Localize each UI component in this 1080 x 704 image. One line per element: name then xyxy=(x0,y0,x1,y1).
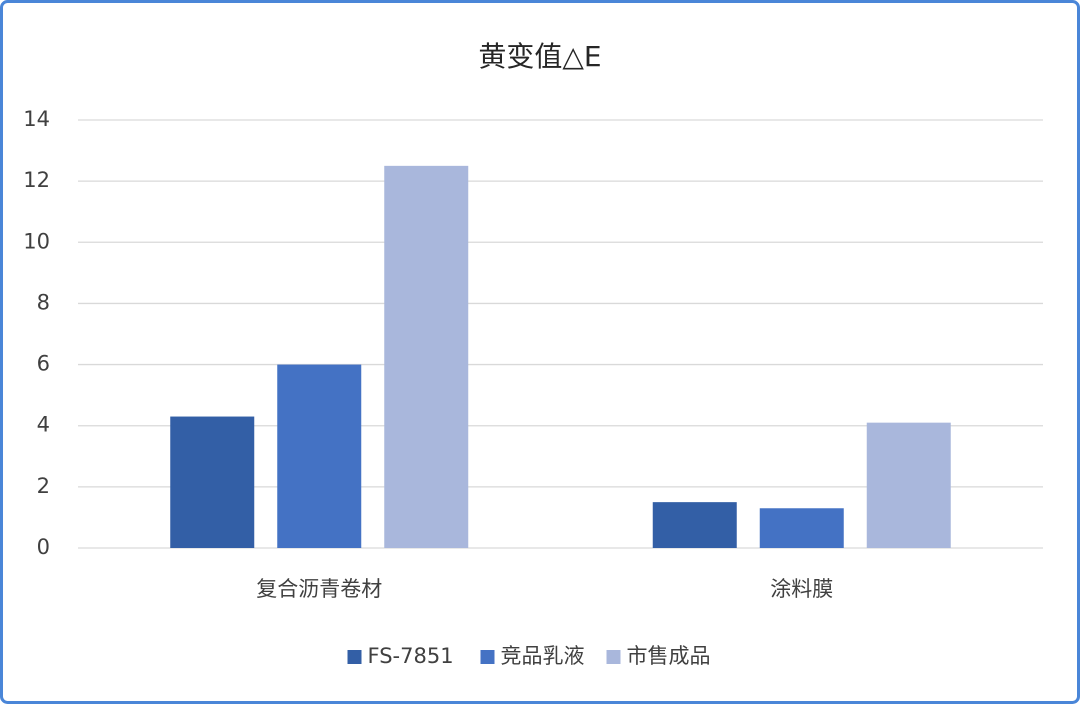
bar xyxy=(384,165,469,548)
legend-label: 市售成品 xyxy=(627,644,711,668)
y-tick-label: 0 xyxy=(37,535,50,559)
y-tick-label: 10 xyxy=(23,229,50,253)
legend-swatch xyxy=(480,650,495,664)
x-tick-label: 复合沥青卷材 xyxy=(256,577,382,601)
legend-swatch xyxy=(347,650,362,664)
chart-title: 黄变值△E xyxy=(478,40,601,73)
y-tick-label: 8 xyxy=(37,290,50,314)
x-tick-label: 涂料膜 xyxy=(770,577,833,601)
legend-swatch xyxy=(606,650,621,664)
legend-label: 竞品乳液 xyxy=(501,644,585,668)
bar xyxy=(759,508,844,548)
bar xyxy=(170,416,255,548)
y-tick-label: 4 xyxy=(37,413,50,437)
y-tick-label: 14 xyxy=(23,107,50,131)
y-tick-label: 6 xyxy=(37,352,50,376)
bar xyxy=(652,502,737,548)
y-tick-label: 2 xyxy=(37,474,50,498)
legend-label: FS-7851 xyxy=(368,644,454,668)
bar xyxy=(866,422,951,548)
y-tick-label: 12 xyxy=(23,168,50,192)
bar xyxy=(277,364,362,548)
